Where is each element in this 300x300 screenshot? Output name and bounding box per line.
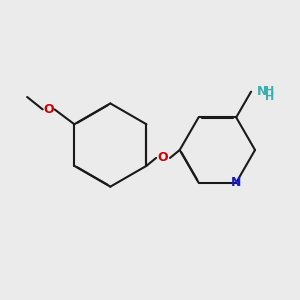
Text: H: H: [265, 92, 274, 102]
Text: H: H: [265, 86, 274, 96]
Text: N: N: [257, 85, 267, 98]
Text: N: N: [231, 176, 242, 189]
Text: O: O: [158, 152, 168, 164]
Text: O: O: [43, 103, 54, 116]
